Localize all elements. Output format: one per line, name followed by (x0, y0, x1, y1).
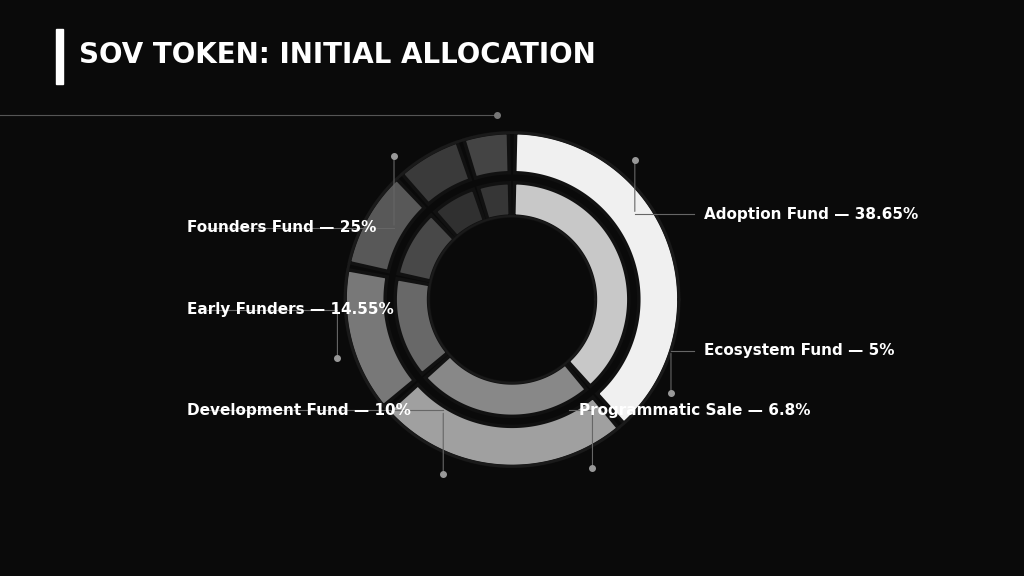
Polygon shape (425, 355, 587, 416)
Bar (56, 29, 63, 84)
Polygon shape (388, 385, 618, 467)
Text: Ecosystem Fund — 5%: Ecosystem Fund — 5% (703, 343, 894, 358)
Polygon shape (402, 142, 470, 204)
Polygon shape (345, 270, 415, 406)
Polygon shape (349, 179, 424, 271)
Text: Programmatic Sale — 6.8%: Programmatic Sale — 6.8% (579, 403, 810, 418)
Text: Founders Fund — 25%: Founders Fund — 25% (186, 221, 376, 236)
Polygon shape (398, 215, 455, 281)
Polygon shape (464, 132, 509, 178)
Text: Early Funders — 14.55%: Early Funders — 14.55% (186, 302, 393, 317)
Text: Development Fund — 10%: Development Fund — 10% (186, 403, 411, 418)
Polygon shape (478, 183, 510, 219)
Polygon shape (515, 132, 679, 423)
Polygon shape (435, 190, 484, 237)
Text: Adoption Fund — 38.65%: Adoption Fund — 38.65% (703, 207, 919, 222)
Polygon shape (514, 183, 629, 386)
Polygon shape (395, 279, 447, 374)
Text: SOV TOKEN: INITIAL ALLOCATION: SOV TOKEN: INITIAL ALLOCATION (79, 41, 596, 69)
